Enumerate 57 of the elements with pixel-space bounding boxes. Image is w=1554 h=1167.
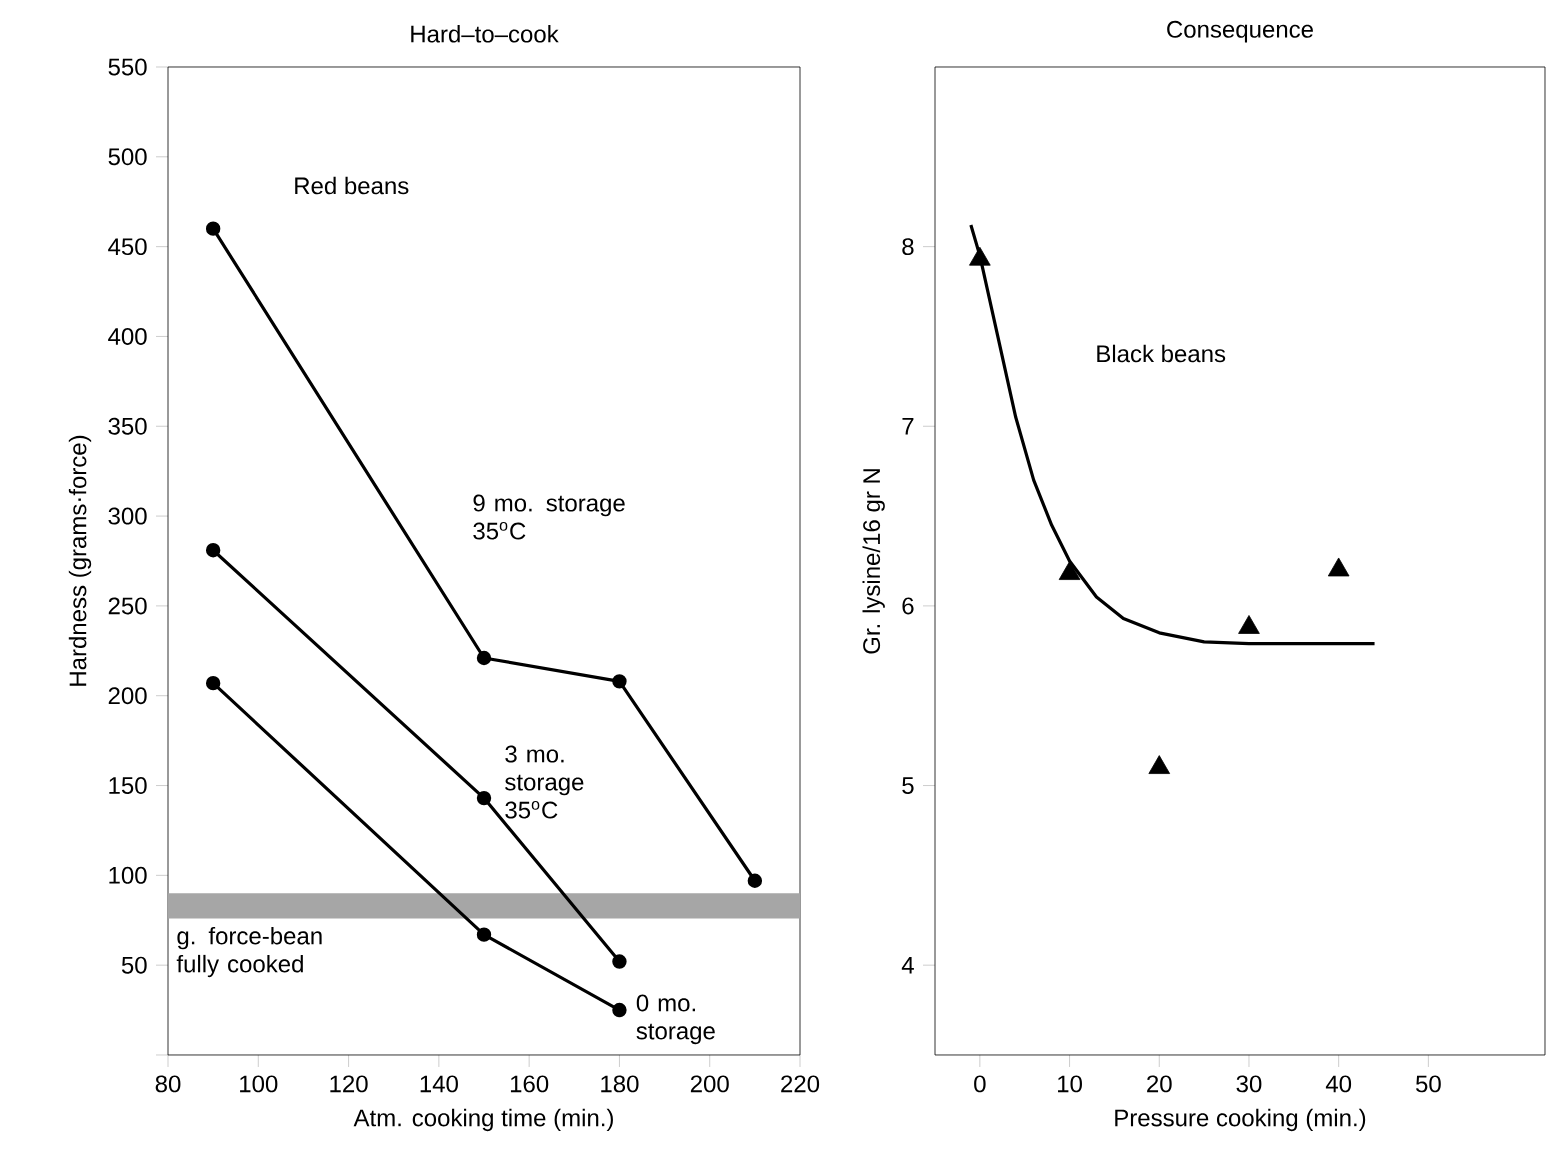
point xyxy=(969,246,991,266)
y-tick-label: 450 xyxy=(108,238,147,256)
x-tick-label: 180 xyxy=(601,1075,639,1093)
x-tick-label: 220 xyxy=(781,1075,820,1093)
x-tick-label: 80 xyxy=(155,1075,181,1093)
x-tick-label: 160 xyxy=(510,1075,549,1093)
text: 9 mo. storage 35$^{o}$C xyxy=(473,494,625,540)
y-tick-label: 350 xyxy=(108,417,147,435)
point xyxy=(612,954,627,969)
chart-title: Consequence xyxy=(1167,20,1313,43)
chart-title: Hard–to–cook xyxy=(411,24,559,43)
y-tick-label: 400 xyxy=(108,327,147,345)
y-tick-label: 250 xyxy=(108,597,147,615)
x-axis-title: Pressure cooking (min.) xyxy=(1115,1108,1366,1132)
y-tick-label: 100 xyxy=(109,866,147,884)
y-tick-label: 50 xyxy=(121,956,147,974)
point xyxy=(612,674,627,689)
y-axis-title: Gr. lysine/16 gr N xyxy=(862,469,885,654)
point xyxy=(1148,755,1171,774)
point xyxy=(1238,615,1260,634)
point xyxy=(205,543,221,558)
y-tick-label: 6 xyxy=(902,597,914,615)
y-tick-label: 5 xyxy=(902,777,914,794)
y-tick-label: 200 xyxy=(108,687,147,705)
series-label: 3 mo. storage 35$^{o}$C xyxy=(505,745,584,819)
point xyxy=(476,790,492,806)
point xyxy=(612,1002,627,1018)
x-tick-label: 100 xyxy=(240,1075,278,1093)
y-tick-label: 8 xyxy=(902,238,914,256)
x-axis-title: Atm. cooking time (min.) xyxy=(353,1108,613,1132)
y-tick-label: 4 xyxy=(901,956,914,974)
series-label: 0 mo. storage xyxy=(636,994,715,1045)
point xyxy=(1327,557,1350,577)
point xyxy=(1058,561,1081,580)
x-tick-label: 10 xyxy=(1058,1075,1082,1093)
band-label: g. force-bean fully cooked xyxy=(176,926,322,978)
x-tick-label: 140 xyxy=(420,1075,458,1093)
y-tick-label: 500 xyxy=(108,148,147,166)
x-tick-label: 40 xyxy=(1325,1075,1352,1093)
y-tick-label: 550 xyxy=(108,58,147,76)
x-tick-label: 200 xyxy=(690,1075,729,1093)
y-tick-label: 300 xyxy=(108,507,147,525)
point xyxy=(476,927,492,942)
x-tick-label: 120 xyxy=(330,1075,368,1093)
x-tick-label: 20 xyxy=(1147,1075,1172,1093)
annotation: Black beans xyxy=(1097,344,1226,363)
x-tick-label: 50 xyxy=(1416,1075,1441,1093)
x-tick-label: 0 xyxy=(974,1075,986,1093)
point xyxy=(747,873,763,888)
y-axis-title: Hardness (grams·force) xyxy=(68,435,92,686)
point xyxy=(205,221,221,236)
y-tick-label: 150 xyxy=(109,777,147,795)
point xyxy=(205,675,221,691)
annotation: Red beans xyxy=(295,176,409,195)
point xyxy=(476,650,492,666)
x-tick-label: 30 xyxy=(1236,1075,1262,1093)
y-tick-label: 7 xyxy=(902,418,914,435)
